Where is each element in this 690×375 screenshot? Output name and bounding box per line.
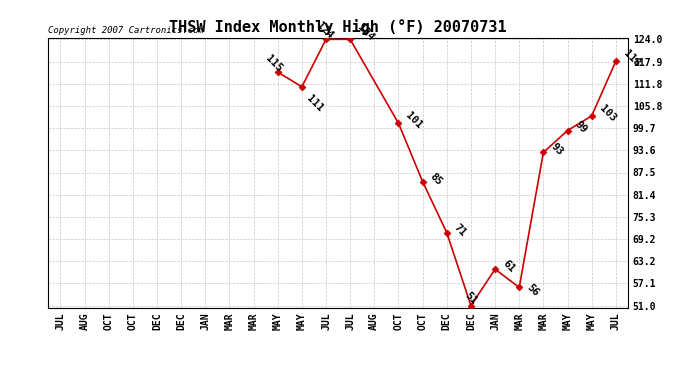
- Text: 85: 85: [428, 171, 444, 187]
- Text: 51: 51: [462, 291, 478, 307]
- Title: THSW Index Monthly High (°F) 20070731: THSW Index Monthly High (°F) 20070731: [169, 19, 507, 35]
- Text: 111: 111: [305, 93, 325, 114]
- Text: 56: 56: [525, 282, 541, 298]
- Text: 93: 93: [549, 142, 565, 158]
- Text: 99: 99: [573, 120, 589, 136]
- Text: 124: 124: [315, 21, 335, 41]
- Text: Copyright 2007 Cartronics.com: Copyright 2007 Cartronics.com: [48, 26, 204, 35]
- Text: 103: 103: [598, 103, 618, 123]
- Text: 115: 115: [264, 54, 284, 74]
- Text: 61: 61: [501, 258, 517, 274]
- Text: 71: 71: [453, 222, 469, 238]
- Text: 124: 124: [356, 22, 376, 42]
- Text: 101: 101: [404, 110, 424, 130]
- Text: 118: 118: [622, 48, 642, 69]
